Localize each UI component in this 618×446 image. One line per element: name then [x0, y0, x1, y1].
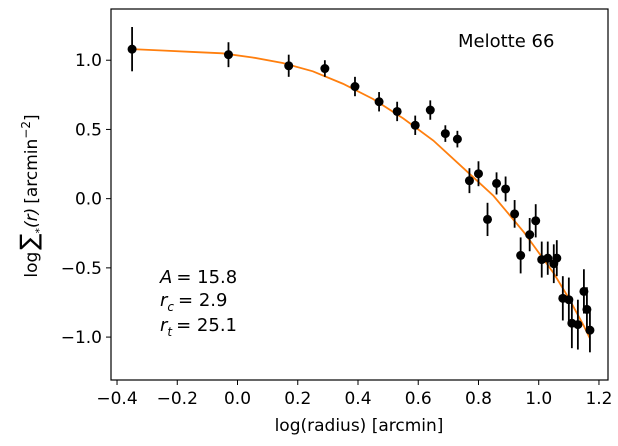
data-point [350, 82, 360, 92]
x-tick-label: 0.6 [405, 389, 432, 409]
x-axis-ticks: −0.4 −0.2 0.0 0.2 0.4 0.6 0.8 1.0 1.2 [96, 380, 612, 409]
y-axis-label: log∑*(r)[arcmin−2] [15, 114, 46, 277]
data-point [483, 214, 493, 224]
fit-curve [132, 48, 591, 339]
x-tick-label: 0.2 [284, 389, 311, 409]
x-tick-label: 0.4 [344, 389, 371, 409]
data-point [492, 178, 502, 188]
x-tick-label: 1.0 [525, 389, 552, 409]
y-tick-label: 0.5 [75, 120, 102, 140]
data-point [501, 184, 511, 194]
y-tick-label: −1.0 [61, 328, 102, 348]
fit-parameter: A = 15.8 [159, 267, 237, 288]
data-point [543, 253, 553, 263]
data-point [410, 120, 420, 130]
plot-frame [110, 8, 609, 381]
x-tick-label: −0.2 [157, 389, 198, 409]
data-point [452, 134, 462, 144]
data-point [531, 216, 541, 226]
data-point [525, 230, 535, 240]
data-point [464, 176, 474, 186]
data-point [473, 169, 483, 179]
fit-parameter: rt = 25.1 [160, 315, 237, 339]
x-tick-label: 0.8 [465, 389, 492, 409]
x-tick-label: 1.2 [585, 389, 612, 409]
data-point [374, 97, 384, 107]
chart-annotation-title: Melotte 66 [458, 31, 554, 52]
fit-parameter: rc = 2.9 [160, 290, 227, 314]
data-point [223, 50, 233, 60]
x-axis-label: log(radius) [arcmin] [275, 416, 444, 436]
data-point [510, 209, 520, 219]
data-point [284, 61, 294, 71]
x-tick-label: 0.0 [224, 389, 251, 409]
y-axis-ticks: −1.0 −0.5 0.0 0.5 1.0 [61, 51, 111, 348]
data-points-layer [127, 26, 595, 353]
data-point [573, 320, 583, 330]
data-point [127, 44, 137, 54]
data-point [516, 250, 526, 260]
y-tick-label: −0.5 [61, 259, 102, 279]
x-tick-label: −0.4 [96, 389, 137, 409]
data-point [320, 64, 330, 74]
data-point [552, 253, 562, 263]
data-point [425, 105, 435, 115]
data-point [585, 325, 595, 335]
y-tick-label: 0.0 [75, 190, 102, 210]
fit-parameters: A = 15.8rc = 2.9rt = 25.1 [159, 267, 237, 339]
data-point [440, 129, 450, 139]
y-tick-label: 1.0 [75, 51, 102, 71]
data-point [392, 106, 402, 116]
fit-line-layer [132, 48, 591, 339]
